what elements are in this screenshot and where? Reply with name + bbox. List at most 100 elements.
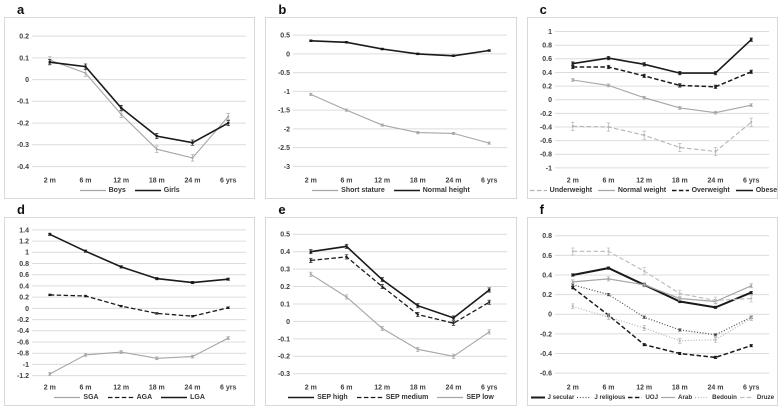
panel-letter-d: d [17, 202, 25, 217]
svg-text:24 m: 24 m [446, 385, 462, 392]
panel-c: c 1 0.8 0.6 0.4 0.2 0 -0.2 -0.4 -0.6 -0.8 -1 2 m 6 m… [526, 2, 778, 199]
panel-letter-e: e [278, 202, 286, 217]
svg-text:0.3: 0.3 [281, 267, 291, 274]
svg-text:0.4: 0.4 [542, 70, 552, 77]
gridlines: 0.2 0.1 0 -0.1 -0.2 -0.3 -0.4 [17, 34, 246, 171]
chart-box-e: 0.5 0.4 0.3 0.2 0.1 0 -0.1 -0.2 -0.3 2 m 6 m 12 m 18… [265, 217, 517, 406]
x-axis-labels: 2 m 6 m 12 m 18 m 24 m 6 yrs [566, 385, 759, 392]
legend-line-sample [393, 189, 420, 192]
gridlines: 1.4 1.2 1 0.8 0.6 0.4 0.2 0 -0.2 -0.4 -0.6 -0.8 -1 -1… [17, 227, 246, 380]
svg-text:0.2: 0.2 [19, 295, 29, 302]
svg-text:0.2: 0.2 [281, 284, 291, 291]
svg-text:2 m: 2 m [44, 385, 56, 392]
svg-text:-2.5: -2.5 [278, 145, 290, 152]
svg-text:12 m: 12 m [113, 178, 129, 185]
legend-line-sample [735, 189, 753, 192]
legend-label: Underweight [549, 187, 593, 194]
legend-label: SEP medium [385, 394, 429, 401]
svg-text:0.5: 0.5 [281, 232, 291, 239]
legend-line-sample [161, 396, 188, 399]
svg-text:6 yrs: 6 yrs [481, 178, 497, 185]
panel-d: d 1.4 1.2 1 0.8 0.6 0.4 0.2 0 -0.2 -0.4 -0.6 -0.8 -1… [4, 202, 256, 406]
legend-line-sample [356, 396, 383, 399]
legend-line-sample [529, 189, 547, 192]
line-chart-c: 1 0.8 0.6 0.4 0.2 0 -0.2 -0.4 -0.6 -0.8 -1 2 m 6 m 12… [540, 29, 769, 185]
line-chart-b: 0.5 0 -0.5 -1 -1.5 -2 -2.5 -3 2 m 6 m 12 m 18 m 24 m… [278, 33, 508, 185]
legend-line-sample [577, 396, 592, 399]
svg-text:1.2: 1.2 [19, 239, 29, 246]
svg-text:-0.4: -0.4 [540, 124, 552, 131]
legend-item: Bedouin [695, 393, 737, 402]
svg-text:0.4: 0.4 [19, 283, 29, 290]
legend-item: J secular [530, 393, 575, 402]
gridlines: 0.5 0.4 0.3 0.2 0.1 0 -0.1 -0.2 -0.3 [278, 232, 508, 378]
svg-text:-0.6: -0.6 [17, 339, 29, 346]
svg-text:24 m: 24 m [185, 178, 201, 185]
x-axis-labels: 2 m 6 m 12 m 18 m 24 m 6 yrs [44, 178, 237, 185]
legend-label: AGA [136, 394, 153, 401]
svg-text:2 m: 2 m [566, 385, 578, 392]
legend-item: SEP medium [356, 393, 429, 402]
svg-text:-0.2: -0.2 [540, 111, 552, 118]
svg-text:6 m: 6 m [341, 385, 353, 392]
svg-text:0.6: 0.6 [542, 56, 552, 63]
legend-line-sample [671, 189, 689, 192]
svg-text:-1.5: -1.5 [278, 108, 290, 115]
series-short-stature [309, 92, 492, 145]
legend-label: Boys [108, 187, 126, 194]
legend-line-sample [107, 396, 134, 399]
svg-text:18 m: 18 m [671, 178, 687, 185]
svg-text:0: 0 [548, 312, 552, 319]
svg-text:0.1: 0.1 [281, 301, 291, 308]
svg-text:2 m: 2 m [305, 385, 317, 392]
chart-legend-c: Underweight Normal weight Overweight Obese [528, 186, 777, 198]
legend-label: Overweight [691, 187, 730, 194]
svg-text:12 m: 12 m [113, 385, 129, 392]
chart-box-c: 1 0.8 0.6 0.4 0.2 0 -0.2 -0.4 -0.6 -0.8 -1 2 m 6 m 12… [526, 17, 778, 199]
svg-text:-1: -1 [23, 362, 29, 369]
x-axis-labels: 2 m 6 m 12 m 18 m 24 m 6 yrs [305, 385, 498, 392]
svg-text:-3: -3 [284, 164, 290, 171]
line-chart-d: 1.4 1.2 1 0.8 0.6 0.4 0.2 0 -0.2 -0.4 -0.6 -0.8 -1 -1… [17, 227, 246, 392]
legend-item: Girls [134, 186, 180, 195]
legend-item: Obese [735, 186, 777, 195]
svg-text:0.2: 0.2 [19, 34, 29, 41]
series-arab [570, 276, 753, 304]
svg-text:-0.2: -0.2 [278, 354, 290, 361]
chart-legend-e: SEP high SEP medium SEP low [266, 393, 515, 405]
svg-text:-0.3: -0.3 [278, 371, 290, 378]
series-lga [48, 232, 230, 285]
svg-text:24 m: 24 m [707, 178, 723, 185]
legend-line-sample [739, 396, 754, 399]
series-j-secular [570, 266, 753, 309]
legend-label: J religious [594, 394, 626, 401]
svg-text:24 m: 24 m [707, 385, 723, 392]
legend-label: J secular [547, 394, 575, 401]
chart-legend-a: Boys Girls [5, 186, 254, 198]
svg-text:0.8: 0.8 [542, 233, 552, 240]
svg-text:0: 0 [286, 319, 290, 326]
svg-text:2 m: 2 m [44, 178, 56, 185]
svg-text:0.6: 0.6 [19, 272, 29, 279]
legend-line-sample [54, 396, 81, 399]
legend-line-sample [79, 189, 106, 192]
svg-text:-0.4: -0.4 [17, 164, 29, 171]
x-axis-labels: 2 m 6 m 12 m 18 m 24 m 6 yrs [305, 178, 498, 185]
legend-label: Normal weight [617, 187, 667, 194]
legend-item: Underweight [529, 186, 593, 195]
svg-text:6 m: 6 m [79, 178, 91, 185]
svg-text:24 m: 24 m [185, 385, 201, 392]
svg-text:0: 0 [286, 51, 290, 58]
svg-text:12 m: 12 m [375, 178, 391, 185]
series-sep-low [309, 271, 492, 359]
legend-label: SGA [83, 394, 99, 401]
svg-text:-0.3: -0.3 [17, 142, 29, 149]
chart-box-b: 0.5 0 -0.5 -1 -1.5 -2 -2.5 -3 2 m 6 m 12 m 18 m 24 m… [265, 17, 517, 199]
line-chart-e: 0.5 0.4 0.3 0.2 0.1 0 -0.1 -0.2 -0.3 2 m 6 m 12 m 18… [278, 232, 508, 392]
series-bedouin [570, 303, 753, 344]
svg-text:0.2: 0.2 [542, 292, 552, 299]
svg-text:6 m: 6 m [602, 385, 614, 392]
panel-letter-a: a [17, 2, 25, 17]
